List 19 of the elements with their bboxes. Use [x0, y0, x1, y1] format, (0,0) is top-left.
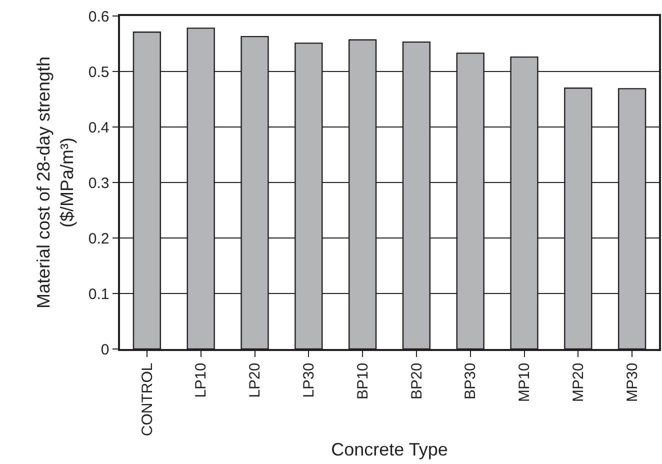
y-tick-label: 0.4 [88, 119, 110, 136]
x-tick-label: MP20 [570, 362, 588, 402]
x-tick-label: LP20 [246, 362, 264, 398]
y-tick-label: 0.5 [88, 64, 110, 81]
x-tick-label: BP10 [354, 362, 372, 400]
x-tick-label: CONTROL [138, 362, 156, 436]
x-tick-label: BP20 [408, 362, 426, 400]
y-tick-label: 0 [100, 341, 110, 358]
y-tick-label: 0.2 [88, 230, 110, 248]
x-tick-label: MP30 [624, 362, 641, 402]
x-tick-label: LP30 [300, 362, 318, 398]
y-axis-title: Material cost of 28-day strength ($/MPa/m³) [34, 56, 78, 309]
x-tick-label: BP30 [462, 362, 480, 400]
y-tick-label: 0.3 [88, 174, 110, 192]
x-tick-label: LP10 [192, 362, 210, 398]
x-axis-title: Concrete Type [331, 440, 448, 460]
y-tick-label: 0.6 [88, 8, 110, 26]
y-tick-label: 0.1 [88, 286, 110, 303]
x-tick-label: MP10 [516, 362, 534, 402]
